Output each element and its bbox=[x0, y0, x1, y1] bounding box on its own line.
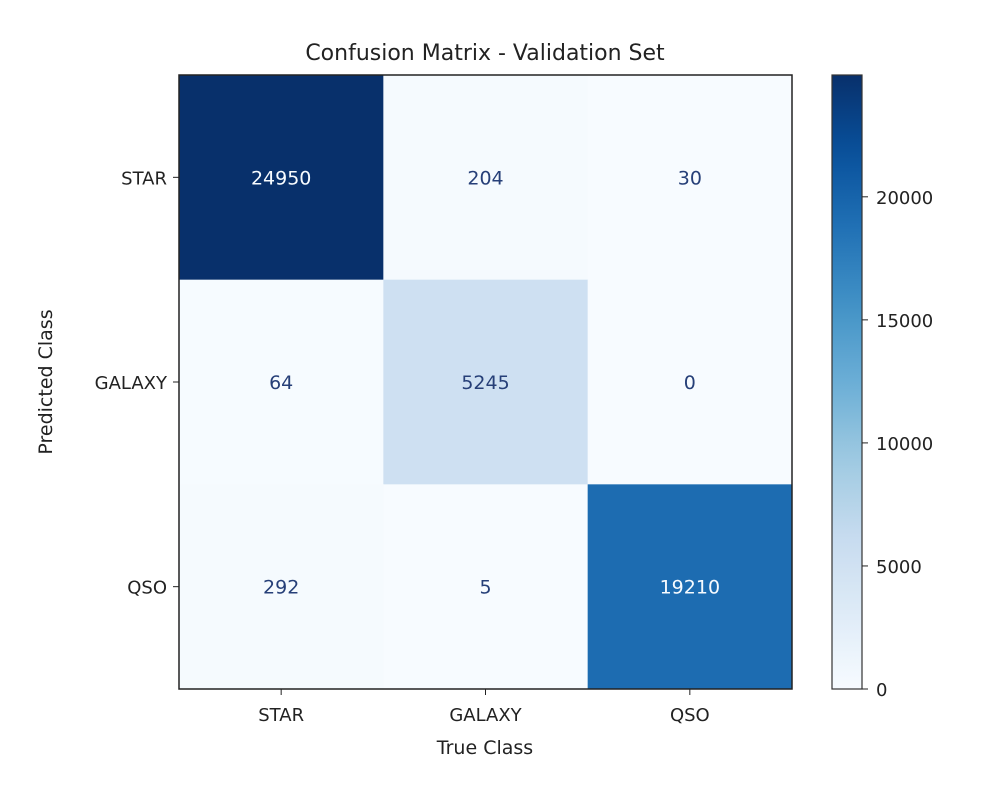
colorbar-tick-label: 15000 bbox=[876, 311, 933, 332]
chart-title: Confusion Matrix - Validation Set bbox=[305, 41, 665, 66]
heatmap-cell bbox=[587, 75, 793, 281]
heatmap-cell bbox=[587, 484, 793, 690]
y-axis-ticks: STAR GALAXY QSO bbox=[95, 168, 179, 599]
colorbar-tick-label: 0 bbox=[876, 680, 887, 701]
cell-value-label: 0 bbox=[684, 372, 696, 394]
cell-value-label: 204 bbox=[467, 167, 503, 189]
cell-value-label: 5 bbox=[479, 577, 491, 599]
heatmap-cell bbox=[179, 279, 384, 485]
x-tick-label: STAR bbox=[258, 705, 304, 726]
y-tick-label: GALAXY bbox=[95, 373, 168, 394]
cell-value-label: 292 bbox=[263, 577, 299, 599]
x-axis-ticks: STAR GALAXY QSO bbox=[258, 689, 710, 726]
cell-value-label: 24950 bbox=[251, 167, 311, 189]
heatmap-cell bbox=[383, 484, 589, 690]
cell-value-label: 19210 bbox=[660, 577, 720, 599]
colorbar-tick-label: 10000 bbox=[876, 434, 933, 455]
heatmap-cells: 24950 204 30 64 5245 0 292 5 19210 bbox=[178, 74, 793, 690]
y-tick-label: STAR bbox=[121, 168, 167, 189]
cell-value-label: 5245 bbox=[461, 372, 509, 394]
colorbar: 0 5000 10000 15000 20000 bbox=[831, 74, 933, 701]
y-tick-label: QSO bbox=[127, 578, 167, 599]
colorbar-tick-label: 5000 bbox=[876, 557, 922, 578]
heatmap-cell bbox=[587, 279, 793, 485]
cell-value-label: 64 bbox=[269, 372, 293, 394]
colorbar-tick-label: 20000 bbox=[876, 188, 933, 209]
cell-value-label: 30 bbox=[678, 167, 702, 189]
y-axis-label: Predicted Class bbox=[35, 309, 57, 454]
x-tick-label: GALAXY bbox=[449, 705, 522, 726]
x-tick-label: QSO bbox=[670, 705, 710, 726]
colorbar-gradient bbox=[831, 74, 863, 690]
heatmap-cell bbox=[383, 75, 589, 281]
heatmap-cell bbox=[179, 484, 384, 690]
heatmap-cell bbox=[383, 279, 589, 485]
heatmap-cell bbox=[179, 75, 384, 281]
x-axis-label: True Class bbox=[436, 737, 533, 759]
